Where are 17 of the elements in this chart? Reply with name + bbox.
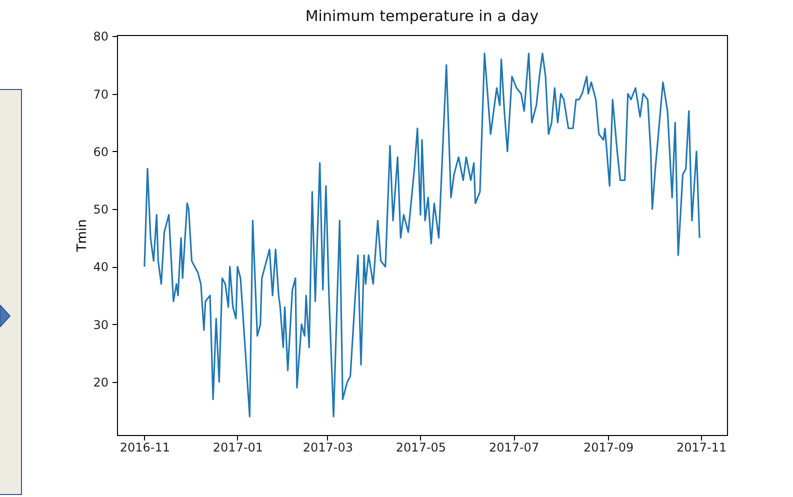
x-tick-label: 2017-05: [396, 440, 446, 454]
y-tick-label: 20: [93, 375, 108, 390]
y-axis-title: Tmin: [75, 219, 90, 253]
y-tick-label: 60: [93, 144, 108, 159]
y-tick-label: 30: [93, 318, 108, 332]
x-tick-label: 2016-11: [120, 440, 170, 454]
x-tick-label: 2017-11: [676, 440, 727, 454]
y-tick-label: 50: [93, 202, 108, 217]
x-tick-label: 2017-01: [212, 440, 264, 454]
y-tick-label: 40: [93, 260, 108, 274]
x-tick-label: 2017-09: [583, 440, 634, 454]
x-tick-label: 2017-03: [302, 440, 354, 454]
y-tick-label: 70: [93, 87, 108, 102]
chart-title: Minimum temperature in a day: [305, 7, 539, 26]
line-series: [144, 52, 700, 418]
y-tick-label: 80: [93, 30, 108, 44]
x-tick-label: 2017-07: [488, 440, 540, 454]
